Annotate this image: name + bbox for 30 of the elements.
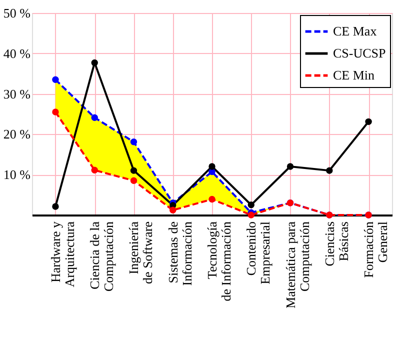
point: [52, 76, 59, 84]
point: [130, 177, 138, 184]
point: [365, 118, 372, 126]
point: [91, 114, 98, 121]
x-tick-label: Ciencia de la Computación: [87, 221, 116, 292]
x-tick-label: Hardware y Arquitectura: [48, 221, 77, 288]
x-tick-label: Formación General: [361, 221, 390, 278]
y-tick-label: 20 %: [3, 126, 31, 142]
x-tick-label: Ingeniería de Software: [126, 221, 156, 284]
point: [326, 167, 333, 174]
y-tick-label: 30 %: [3, 86, 31, 102]
point: [52, 108, 59, 116]
point: [248, 212, 254, 218]
point: [286, 163, 294, 170]
y-tick-label: 50 %: [3, 6, 31, 20]
point: [52, 203, 59, 210]
point: [130, 167, 138, 174]
point: [130, 138, 138, 146]
point: [248, 202, 254, 208]
point: [208, 196, 216, 203]
point: [208, 163, 216, 170]
point: [91, 166, 98, 174]
legend-label: CE Min: [333, 68, 376, 82]
legend-label: CS-UCSP: [333, 46, 386, 60]
point: [91, 59, 98, 66]
point: [170, 206, 176, 214]
y-tick-label: 10 %: [3, 167, 31, 182]
legend-label: CE Max: [333, 24, 378, 38]
x-tick-label: Ciencias Básicas: [322, 222, 351, 266]
y-tick-label: 40 %: [3, 46, 31, 61]
